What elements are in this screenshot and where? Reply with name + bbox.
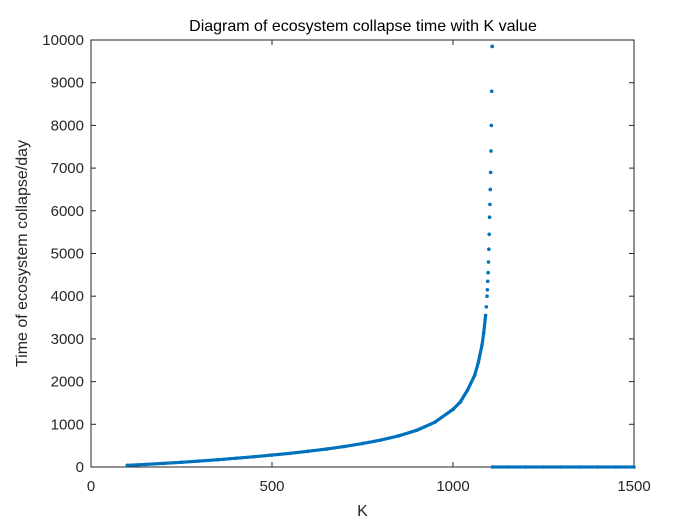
series-0-point-38 — [489, 149, 493, 153]
series-0-point-22 — [476, 360, 481, 365]
y-axis-ticks: 0 1000 2000 3000 4000 5000 6000 7000 8000 9000 100… — [42, 32, 634, 476]
y-tick-label: 10000 — [42, 32, 84, 49]
series-0-point-28 — [485, 287, 490, 292]
series-0-point-7 — [252, 454, 256, 459]
series-0-point-10 — [306, 449, 311, 454]
y-tick-label: 9000 — [51, 75, 84, 92]
series-0-point-1 — [143, 462, 148, 467]
series-1-point-1 — [505, 465, 510, 469]
series-1-point-8 — [632, 465, 636, 469]
series-0-point-26 — [484, 305, 489, 309]
x-tick-label: 1500 — [617, 478, 650, 495]
series-0-point-36 — [488, 187, 493, 192]
series-0-point-8 — [270, 453, 274, 457]
series-1-point-3 — [541, 465, 546, 469]
x-axis-ticks: 0 500 1000 1500 — [87, 40, 651, 495]
series-0-point-39 — [489, 123, 494, 128]
series-1-point-0 — [490, 465, 495, 469]
series-0-point-16 — [415, 428, 419, 433]
series-0-point-3 — [179, 460, 184, 465]
series-0-point-20 — [465, 388, 470, 392]
series-0-point-33 — [487, 232, 492, 237]
series-0-point-0 — [125, 463, 129, 468]
series-0-point-24 — [481, 330, 486, 335]
series-0-point-21 — [472, 373, 477, 377]
series-0-point-40 — [489, 89, 494, 94]
series-0-point-13 — [360, 441, 365, 446]
series-0-point-4 — [197, 459, 202, 463]
series-0-point-37 — [488, 170, 493, 175]
y-tick-label: 7000 — [51, 160, 84, 177]
series-0-point-15 — [396, 434, 401, 438]
series-0-point-23 — [480, 343, 484, 348]
chart-title: Diagram of ecosystem collapse time with … — [189, 18, 537, 35]
series-0-point-25 — [483, 313, 488, 318]
y-tick-label: 2000 — [51, 374, 84, 391]
series-0-point-17 — [433, 420, 437, 424]
y-tick-label: 4000 — [51, 288, 84, 305]
series-0-point-29 — [485, 279, 490, 284]
series-0-point-42 — [490, 44, 495, 49]
series-1-point-4 — [559, 465, 564, 469]
series-0-point-19 — [458, 400, 463, 404]
series-0-point-35 — [488, 202, 492, 207]
x-axis-label: K — [357, 503, 368, 520]
series-0-point-31 — [486, 260, 491, 264]
y-tick-label: 3000 — [51, 331, 84, 348]
series-0-point-30 — [486, 270, 490, 275]
y-tick-label: 8000 — [51, 117, 84, 134]
series-0-point-9 — [288, 451, 292, 456]
series-0-point-6 — [234, 456, 238, 461]
series-0-point-27 — [485, 294, 489, 299]
x-tick-label: 500 — [259, 478, 284, 495]
series-0-point-11 — [324, 447, 329, 451]
y-tick-label: 0 — [76, 459, 84, 476]
x-tick-label: 1000 — [436, 478, 469, 495]
series-1-point-6 — [596, 465, 600, 469]
series-1-point-2 — [523, 465, 528, 469]
series-0-point-18 — [451, 407, 455, 412]
series-1-point-7 — [614, 465, 618, 469]
series-0-point-5 — [215, 457, 220, 462]
series-0-point-12 — [342, 444, 347, 449]
y-tick-label: 5000 — [51, 246, 84, 263]
series-0-point-34 — [487, 215, 492, 220]
plot-area — [90, 39, 635, 468]
series-1-point-5 — [577, 465, 582, 469]
series-0-point-14 — [378, 438, 383, 442]
series-0-point-2 — [161, 461, 166, 466]
y-tick-label: 6000 — [51, 203, 84, 220]
x-tick-label: 0 — [87, 478, 95, 495]
y-axis-label: Time of ecosystem collapse/day — [14, 140, 31, 367]
y-tick-label: 1000 — [51, 416, 84, 433]
series-0-point-32 — [487, 247, 491, 252]
data-points — [125, 44, 636, 469]
